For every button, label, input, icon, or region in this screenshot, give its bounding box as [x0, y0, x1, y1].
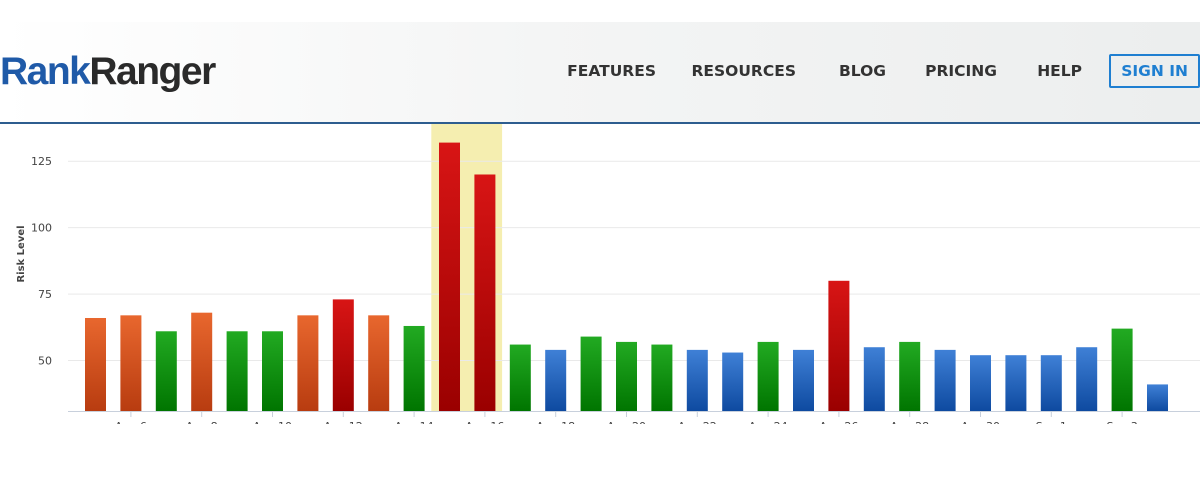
bar[interactable]: [474, 174, 496, 411]
rank-ranger-logo[interactable]: RankRanger: [0, 50, 216, 94]
x-tick-label: Aug 12: [324, 420, 363, 424]
bar[interactable]: [545, 349, 567, 411]
bar[interactable]: [1040, 355, 1062, 411]
bar[interactable]: [1076, 347, 1098, 411]
nav-pricing[interactable]: PRICING: [925, 62, 997, 80]
site-header: RankRanger FEATURES RESOURCES BLOG PRICI…: [0, 22, 1200, 124]
risk-level-chart: 50 75 100 125 Aug 6 Aug 8 Aug 10 Aug 12 Aug 14 Au…: [16, 124, 1200, 424]
x-tick-label: Aug 22: [678, 420, 717, 424]
bar[interactable]: [1005, 355, 1027, 411]
bar[interactable]: [899, 341, 921, 411]
bar[interactable]: [262, 331, 283, 411]
bar[interactable]: [191, 312, 213, 411]
bars: [85, 142, 1168, 411]
bar[interactable]: [580, 336, 602, 411]
y-axis-label: Risk Level: [16, 225, 27, 282]
bar[interactable]: [651, 344, 673, 411]
x-tick-label: Aug 14: [395, 420, 434, 424]
bar[interactable]: [403, 325, 425, 411]
bar[interactable]: [686, 349, 708, 411]
bar[interactable]: [1111, 328, 1133, 411]
bar[interactable]: [757, 341, 779, 411]
bar[interactable]: [509, 344, 531, 411]
nav-help[interactable]: HELP: [1037, 62, 1082, 80]
bar[interactable]: [226, 331, 248, 411]
nav-resources[interactable]: RESOURCES: [691, 62, 796, 80]
x-tick-label: Aug 30: [961, 420, 1000, 424]
x-tick-label: Aug 26: [819, 420, 858, 424]
x-tick-label: Aug 28: [890, 420, 929, 424]
x-tick-label: Aug 8: [186, 420, 218, 424]
x-tick-label: Aug 10: [253, 420, 292, 424]
y-tick-label: 75: [38, 288, 52, 301]
bar[interactable]: [722, 352, 744, 411]
bar[interactable]: [863, 347, 885, 411]
x-tick-label: Aug 6: [115, 420, 147, 424]
x-tick-label: Aug 24: [749, 420, 788, 424]
x-tick-label: Sep 1: [1036, 420, 1067, 424]
bar[interactable]: [1147, 384, 1168, 411]
bar[interactable]: [332, 299, 354, 411]
y-tick-label: 50: [38, 355, 52, 368]
bar[interactable]: [297, 315, 319, 411]
gridlines: [68, 160, 1200, 362]
bar[interactable]: [368, 315, 390, 411]
logo-text-rank: Rank: [0, 50, 91, 93]
bar[interactable]: [793, 349, 814, 411]
bar[interactable]: [934, 349, 956, 411]
sign-in-button[interactable]: SIGN IN: [1109, 54, 1200, 88]
x-tick-label: Aug 20: [607, 420, 646, 424]
axes: 50 75 100 125 Aug 6 Aug 8 Aug 10 Aug 12 Aug 14 Au…: [31, 155, 1200, 424]
bar[interactable]: [155, 331, 177, 411]
x-tick-label: Aug 18: [536, 420, 575, 424]
x-tick-label: Sep 3: [1106, 420, 1137, 424]
bar[interactable]: [828, 280, 850, 411]
bar[interactable]: [970, 355, 991, 411]
bar[interactable]: [439, 142, 460, 411]
nav-blog[interactable]: BLOG: [838, 62, 886, 80]
x-tick-label: Aug 16: [465, 420, 504, 424]
nav-features[interactable]: FEATURES: [567, 62, 656, 80]
bar[interactable]: [120, 315, 142, 411]
y-tick-label: 100: [31, 222, 52, 235]
bar[interactable]: [85, 317, 106, 411]
y-tick-label: 125: [31, 155, 52, 168]
logo-text-ranger: Ranger: [89, 50, 216, 93]
bar[interactable]: [616, 341, 637, 411]
